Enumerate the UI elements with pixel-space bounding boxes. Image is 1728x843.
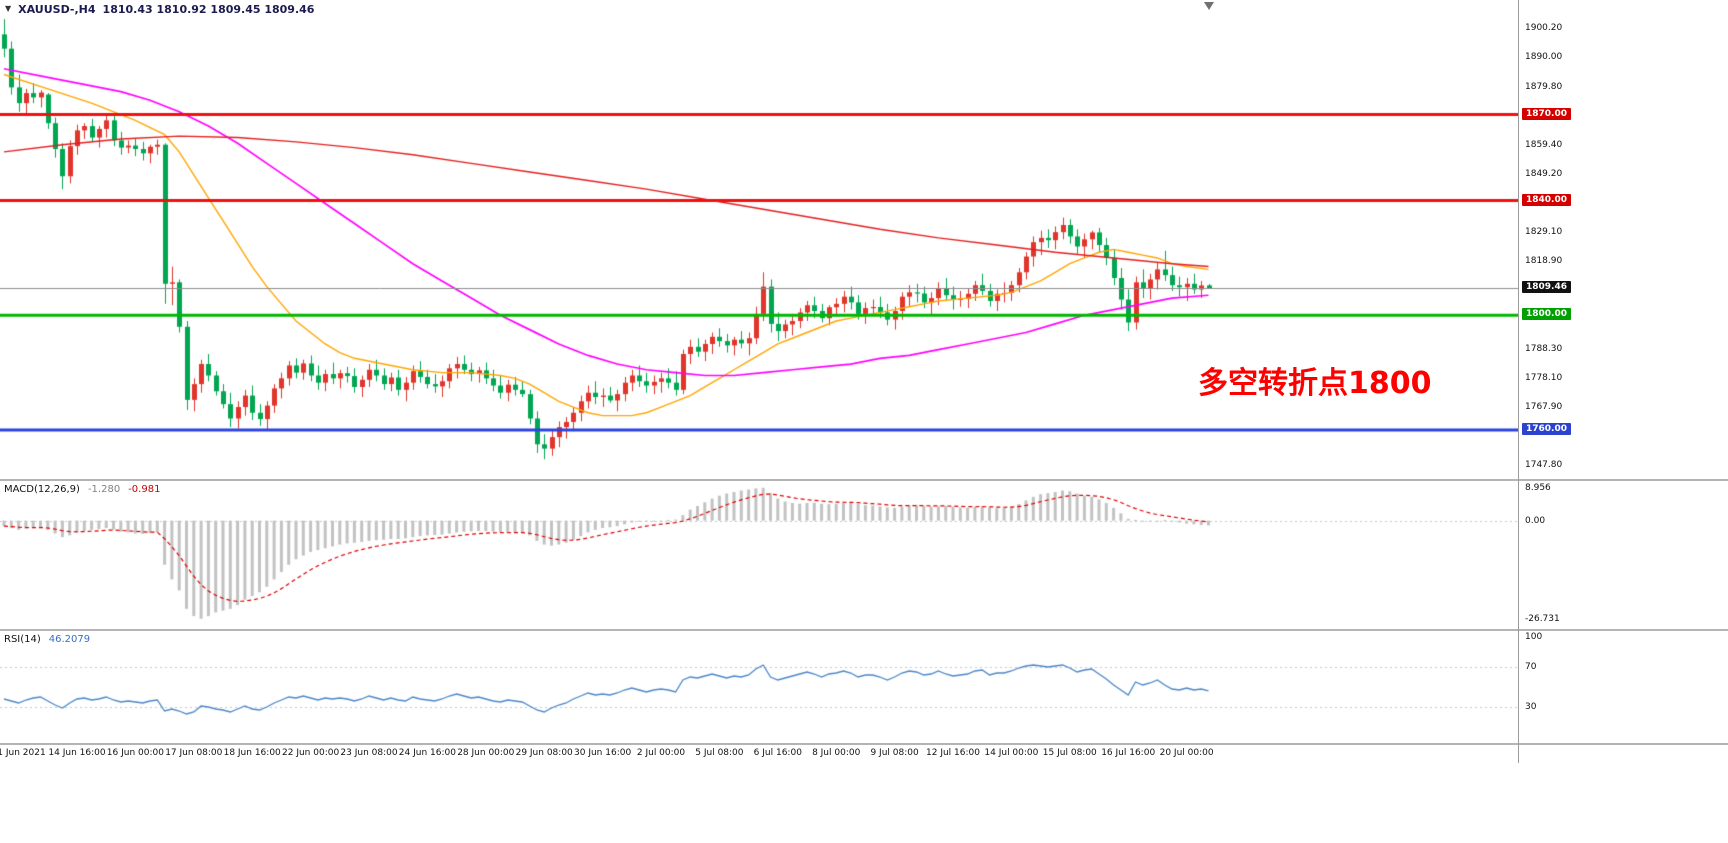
macd-axis-tick: 0.00 — [1525, 515, 1546, 526]
chart-annotation-text: 多空转折点1800 — [1198, 366, 1432, 401]
rsi-axis-tick: 30 — [1525, 702, 1537, 712]
time-axis-label: 22 Jun 00:00 — [282, 748, 340, 758]
panel-divider[interactable] — [0, 629, 1728, 631]
price-axis-tick: 1900.20 — [1525, 23, 1563, 34]
rsi-axis[interactable]: 100 70 30 — [1521, 631, 1726, 743]
time-axis-label: 5 Jul 08:00 — [695, 748, 744, 758]
rsi-indicator-chart[interactable] — [0, 631, 1518, 743]
rsi-label: RSI(14) 46.2079 — [4, 634, 90, 645]
panel-divider[interactable] — [0, 743, 1728, 745]
panel-divider[interactable] — [0, 479, 1728, 481]
macd-signal-value: -0.981 — [128, 484, 161, 495]
rsi-name: RSI(14) — [4, 634, 41, 645]
price-level-badge: 1840.00 — [1522, 193, 1571, 206]
time-axis-label: 11 Jun 2021 — [0, 748, 46, 758]
price-axis-tick: 1890.00 — [1525, 52, 1563, 63]
time-axis-label: 30 Jun 16:00 — [574, 748, 632, 758]
chart-shift-marker-icon[interactable] — [1204, 2, 1214, 10]
price-axis-tick: 1859.40 — [1525, 140, 1563, 150]
macd-main-value: -1.280 — [87, 484, 121, 495]
time-axis-label: 8 Jul 00:00 — [812, 748, 861, 758]
macd-label: MACD(12,26,9) -1.280 -0.981 — [4, 484, 160, 495]
main-price-chart[interactable] — [0, 18, 1518, 479]
time-axis-label: 6 Jul 16:00 — [753, 748, 802, 758]
axis-border — [1518, 0, 1519, 763]
symbol-timeframe-title: XAUUSD-,H4 — [18, 2, 96, 16]
macd-axis[interactable]: 8.956 0.00 -26.731 — [1521, 481, 1726, 629]
price-level-badge: 1760.00 — [1522, 422, 1571, 435]
time-axis-label: 2 Jul 00:00 — [636, 748, 686, 758]
macd-indicator-chart[interactable] — [0, 481, 1518, 629]
time-axis-label: 18 Jun 16:00 — [223, 748, 281, 758]
price-level-badge: 1809.46 — [1522, 281, 1571, 294]
ohlc-values: 1810.43 1810.92 1809.45 1809.46 — [102, 2, 315, 16]
price-axis-tick: 1818.90 — [1525, 256, 1563, 267]
macd-name: MACD(12,26,9) — [4, 484, 80, 495]
macd-axis-tick: -26.731 — [1525, 613, 1560, 624]
price-axis-tick: 1879.80 — [1525, 81, 1563, 92]
macd-axis-tick: 8.956 — [1525, 482, 1551, 493]
price-axis-tick: 1829.10 — [1525, 226, 1563, 237]
time-axis-label: 9 Jul 08:00 — [870, 748, 919, 758]
price-axis-tick: 1778.10 — [1525, 373, 1563, 384]
time-axis-label: 23 Jun 08:00 — [340, 748, 398, 758]
rsi-axis-tick: 70 — [1525, 662, 1537, 672]
time-axis-label: 15 Jul 08:00 — [1042, 748, 1097, 758]
price-axis-tick: 1849.20 — [1525, 169, 1563, 180]
price-axis-tick: 1747.80 — [1525, 459, 1563, 470]
price-axis-tick: 1767.90 — [1525, 402, 1563, 413]
time-axis-label: 16 Jul 16:00 — [1101, 748, 1156, 758]
price-axis[interactable]: 1900.201890.001879.801869.701859.401849.… — [1521, 18, 1726, 479]
price-level-badge: 1800.00 — [1522, 308, 1571, 321]
time-axis-label: 12 Jul 16:00 — [926, 748, 980, 758]
time-axis-label: 14 Jun 16:00 — [48, 748, 106, 758]
price-level-badge: 1870.00 — [1522, 107, 1571, 120]
chart-header: ▼ XAUUSD-,H4 1810.43 1810.92 1809.45 180… — [0, 0, 1518, 18]
rsi-value: 46.2079 — [48, 634, 91, 645]
time-axis-label: 20 Jul 00:00 — [1159, 748, 1214, 758]
symbol-dropdown-icon[interactable]: ▼ — [5, 4, 12, 13]
time-axis-label: 28 Jun 00:00 — [457, 748, 515, 758]
time-axis-label: 29 Jun 08:00 — [515, 748, 573, 758]
time-axis-label: 14 Jul 00:00 — [984, 748, 1039, 758]
time-axis-label: 16 Jun 00:00 — [106, 748, 164, 758]
rsi-axis-tick: 100 — [1525, 632, 1543, 642]
time-axis-label: 24 Jun 16:00 — [398, 748, 456, 758]
price-axis-tick: 1788.30 — [1525, 343, 1563, 354]
time-axis-label: 17 Jun 08:00 — [165, 748, 223, 758]
